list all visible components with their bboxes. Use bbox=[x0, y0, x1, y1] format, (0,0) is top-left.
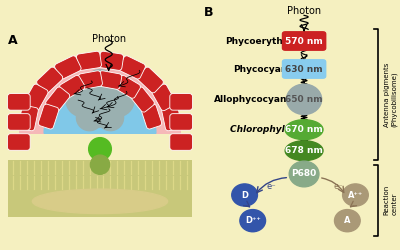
FancyBboxPatch shape bbox=[38, 104, 59, 129]
Circle shape bbox=[89, 138, 111, 160]
Text: Phycocyanin: Phycocyanin bbox=[233, 64, 297, 74]
FancyBboxPatch shape bbox=[282, 59, 326, 79]
FancyBboxPatch shape bbox=[24, 84, 48, 111]
Text: Antenna pigments
(Phycobilisome): Antenna pigments (Phycobilisome) bbox=[384, 62, 398, 127]
Text: Photon: Photon bbox=[287, 6, 321, 16]
FancyBboxPatch shape bbox=[8, 114, 30, 130]
FancyBboxPatch shape bbox=[170, 94, 192, 110]
Circle shape bbox=[87, 101, 113, 127]
Text: D⁺⁺: D⁺⁺ bbox=[245, 216, 260, 225]
Wedge shape bbox=[20, 53, 180, 133]
FancyBboxPatch shape bbox=[137, 67, 164, 93]
FancyBboxPatch shape bbox=[76, 51, 102, 70]
Circle shape bbox=[76, 104, 103, 131]
FancyBboxPatch shape bbox=[282, 31, 326, 51]
FancyBboxPatch shape bbox=[18, 105, 38, 131]
Text: P680: P680 bbox=[292, 170, 317, 178]
Text: Photon: Photon bbox=[92, 34, 126, 44]
FancyBboxPatch shape bbox=[54, 56, 81, 79]
FancyBboxPatch shape bbox=[8, 94, 30, 110]
FancyBboxPatch shape bbox=[130, 87, 154, 112]
Text: 670 nm: 670 nm bbox=[285, 125, 323, 134]
Text: Chlorophyll a: Chlorophyll a bbox=[230, 125, 297, 134]
Text: Phycoerythrin: Phycoerythrin bbox=[225, 36, 297, 46]
FancyBboxPatch shape bbox=[141, 104, 162, 129]
FancyBboxPatch shape bbox=[8, 160, 192, 217]
Circle shape bbox=[240, 210, 266, 232]
FancyBboxPatch shape bbox=[119, 56, 146, 79]
Wedge shape bbox=[44, 78, 156, 133]
FancyBboxPatch shape bbox=[98, 51, 124, 70]
FancyBboxPatch shape bbox=[8, 134, 30, 150]
Circle shape bbox=[289, 161, 319, 187]
Ellipse shape bbox=[285, 120, 323, 140]
Text: Allophycocyanin: Allophycocyanin bbox=[214, 95, 297, 104]
Text: A⁺⁺: A⁺⁺ bbox=[348, 190, 363, 200]
Text: 678 nm: 678 nm bbox=[285, 146, 323, 155]
FancyBboxPatch shape bbox=[152, 84, 176, 111]
Text: 630 nm: 630 nm bbox=[285, 64, 323, 74]
Circle shape bbox=[286, 84, 322, 114]
Text: B: B bbox=[204, 6, 214, 19]
Text: 570 nm: 570 nm bbox=[285, 36, 323, 46]
FancyBboxPatch shape bbox=[46, 87, 70, 112]
FancyBboxPatch shape bbox=[115, 75, 140, 98]
Ellipse shape bbox=[32, 189, 168, 214]
Circle shape bbox=[232, 184, 258, 206]
FancyBboxPatch shape bbox=[162, 105, 182, 131]
Circle shape bbox=[343, 184, 368, 206]
FancyBboxPatch shape bbox=[170, 114, 192, 130]
Circle shape bbox=[90, 155, 110, 174]
FancyBboxPatch shape bbox=[36, 67, 63, 93]
Circle shape bbox=[66, 84, 99, 117]
FancyBboxPatch shape bbox=[170, 134, 192, 150]
Text: e⁻: e⁻ bbox=[334, 182, 344, 190]
Text: D: D bbox=[241, 190, 248, 200]
Text: e⁻: e⁻ bbox=[266, 182, 276, 190]
Text: A: A bbox=[344, 216, 350, 225]
Circle shape bbox=[97, 104, 124, 131]
Text: 650 nm: 650 nm bbox=[285, 95, 323, 104]
FancyBboxPatch shape bbox=[98, 71, 122, 89]
FancyBboxPatch shape bbox=[60, 75, 85, 98]
Circle shape bbox=[334, 210, 360, 232]
Ellipse shape bbox=[285, 141, 323, 161]
FancyBboxPatch shape bbox=[78, 71, 102, 89]
Text: Reaction
center: Reaction center bbox=[384, 185, 397, 215]
Text: A: A bbox=[8, 34, 18, 47]
Circle shape bbox=[85, 70, 115, 99]
Circle shape bbox=[101, 84, 134, 117]
